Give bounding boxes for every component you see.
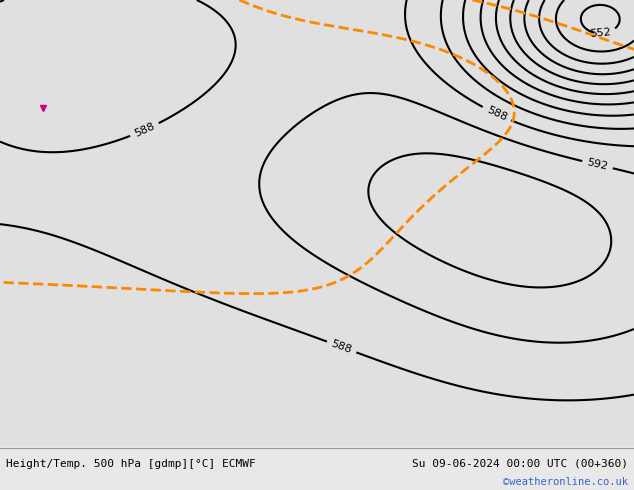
Text: 552: 552 [590, 27, 612, 39]
Text: 588: 588 [330, 339, 353, 355]
Text: 592: 592 [586, 157, 609, 172]
Text: ©weatheronline.co.uk: ©weatheronline.co.uk [503, 477, 628, 487]
Text: Height/Temp. 500 hPa [gdmp][°C] ECMWF: Height/Temp. 500 hPa [gdmp][°C] ECMWF [6, 459, 256, 468]
Text: 588: 588 [133, 121, 157, 139]
Text: 588: 588 [485, 105, 508, 123]
Text: Su 09-06-2024 00:00 UTC (00+360): Su 09-06-2024 00:00 UTC (00+360) [411, 459, 628, 468]
